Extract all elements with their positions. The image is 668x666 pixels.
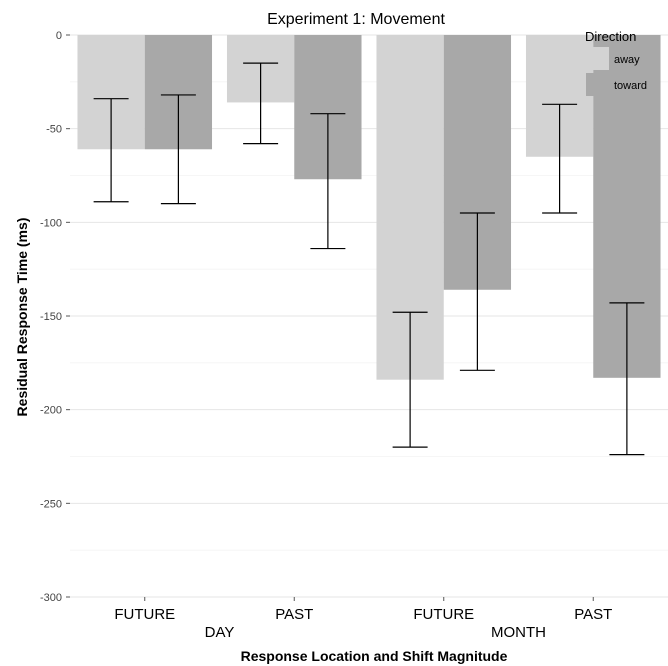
x-category-label: FUTURE [413,606,474,623]
y-axis-title: Residual Response Time (ms) [14,218,30,417]
y-axis-ticks: 0 -50 -100 -150 -200 -250 -300 [40,30,70,604]
x-group-label: MONTH [491,624,546,641]
y-tick-label: 0 [56,30,62,42]
y-tick-label: -250 [40,498,62,510]
legend-title: Direction [585,29,636,44]
legend-swatch-toward [586,73,609,96]
legend-label-away: away [614,54,640,66]
y-tick-label: -100 [40,217,62,229]
y-tick-label: -300 [40,592,62,604]
bars [77,35,661,380]
y-tick-label: -200 [40,405,62,417]
legend-swatch-away [586,47,609,70]
y-tick-label: -150 [40,311,62,323]
x-axis-title: Response Location and Shift Magnitude [241,648,508,664]
legend-label-toward: toward [614,80,647,92]
y-tick-label: -50 [46,124,62,136]
x-axis-categories: FUTURE PAST FUTURE PAST DAY MONTH [114,597,612,641]
error-bars [93,62,645,456]
x-category-label: PAST [574,606,612,623]
x-category-label: FUTURE [114,606,175,623]
chart-title: Experiment 1: Movement [267,11,445,28]
x-group-label: DAY [205,624,235,641]
x-category-label: PAST [275,606,313,623]
legend: Direction away toward [585,29,647,96]
